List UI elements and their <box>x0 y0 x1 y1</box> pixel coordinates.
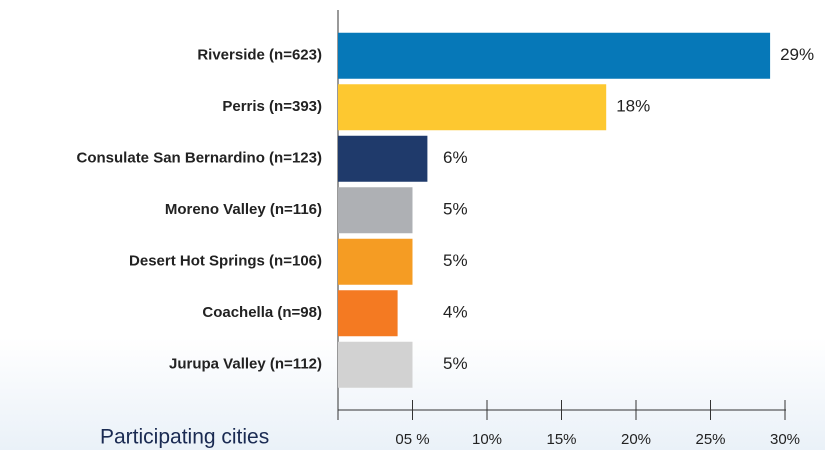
x-tick-label: 20% <box>621 431 651 448</box>
bar <box>338 135 428 182</box>
x-tick-label: 15% <box>546 431 576 448</box>
y-axis-label: Participating cities <box>100 426 269 449</box>
x-tick-label: 30% <box>770 431 800 448</box>
category-label: Perris (n=393) <box>222 98 322 115</box>
x-tick-label: 10% <box>472 431 502 448</box>
category-label: Consulate San Bernardino (n=123) <box>77 150 322 167</box>
bar <box>338 290 398 337</box>
category-label: Moreno Valley (n=116) <box>165 201 322 218</box>
value-label: 5% <box>443 251 468 270</box>
category-label: Desert Hot Springs (n=106) <box>129 253 322 270</box>
category-label: Coachella (n=98) <box>202 304 322 321</box>
x-tick-label: 05 % <box>395 431 429 448</box>
value-label: 5% <box>443 200 468 219</box>
bar <box>338 32 771 79</box>
value-label: 4% <box>443 303 468 322</box>
value-label: 29% <box>780 45 814 64</box>
bar <box>338 84 607 131</box>
value-label: 5% <box>443 354 468 373</box>
category-label: Jurupa Valley (n=112) <box>169 356 322 373</box>
value-label: 6% <box>443 148 468 167</box>
category-label: Riverside (n=623) <box>197 47 322 64</box>
value-label: 18% <box>616 97 650 116</box>
bar <box>338 187 413 234</box>
x-tick-label: 25% <box>695 431 725 448</box>
bar <box>338 238 413 285</box>
bar <box>338 341 413 388</box>
